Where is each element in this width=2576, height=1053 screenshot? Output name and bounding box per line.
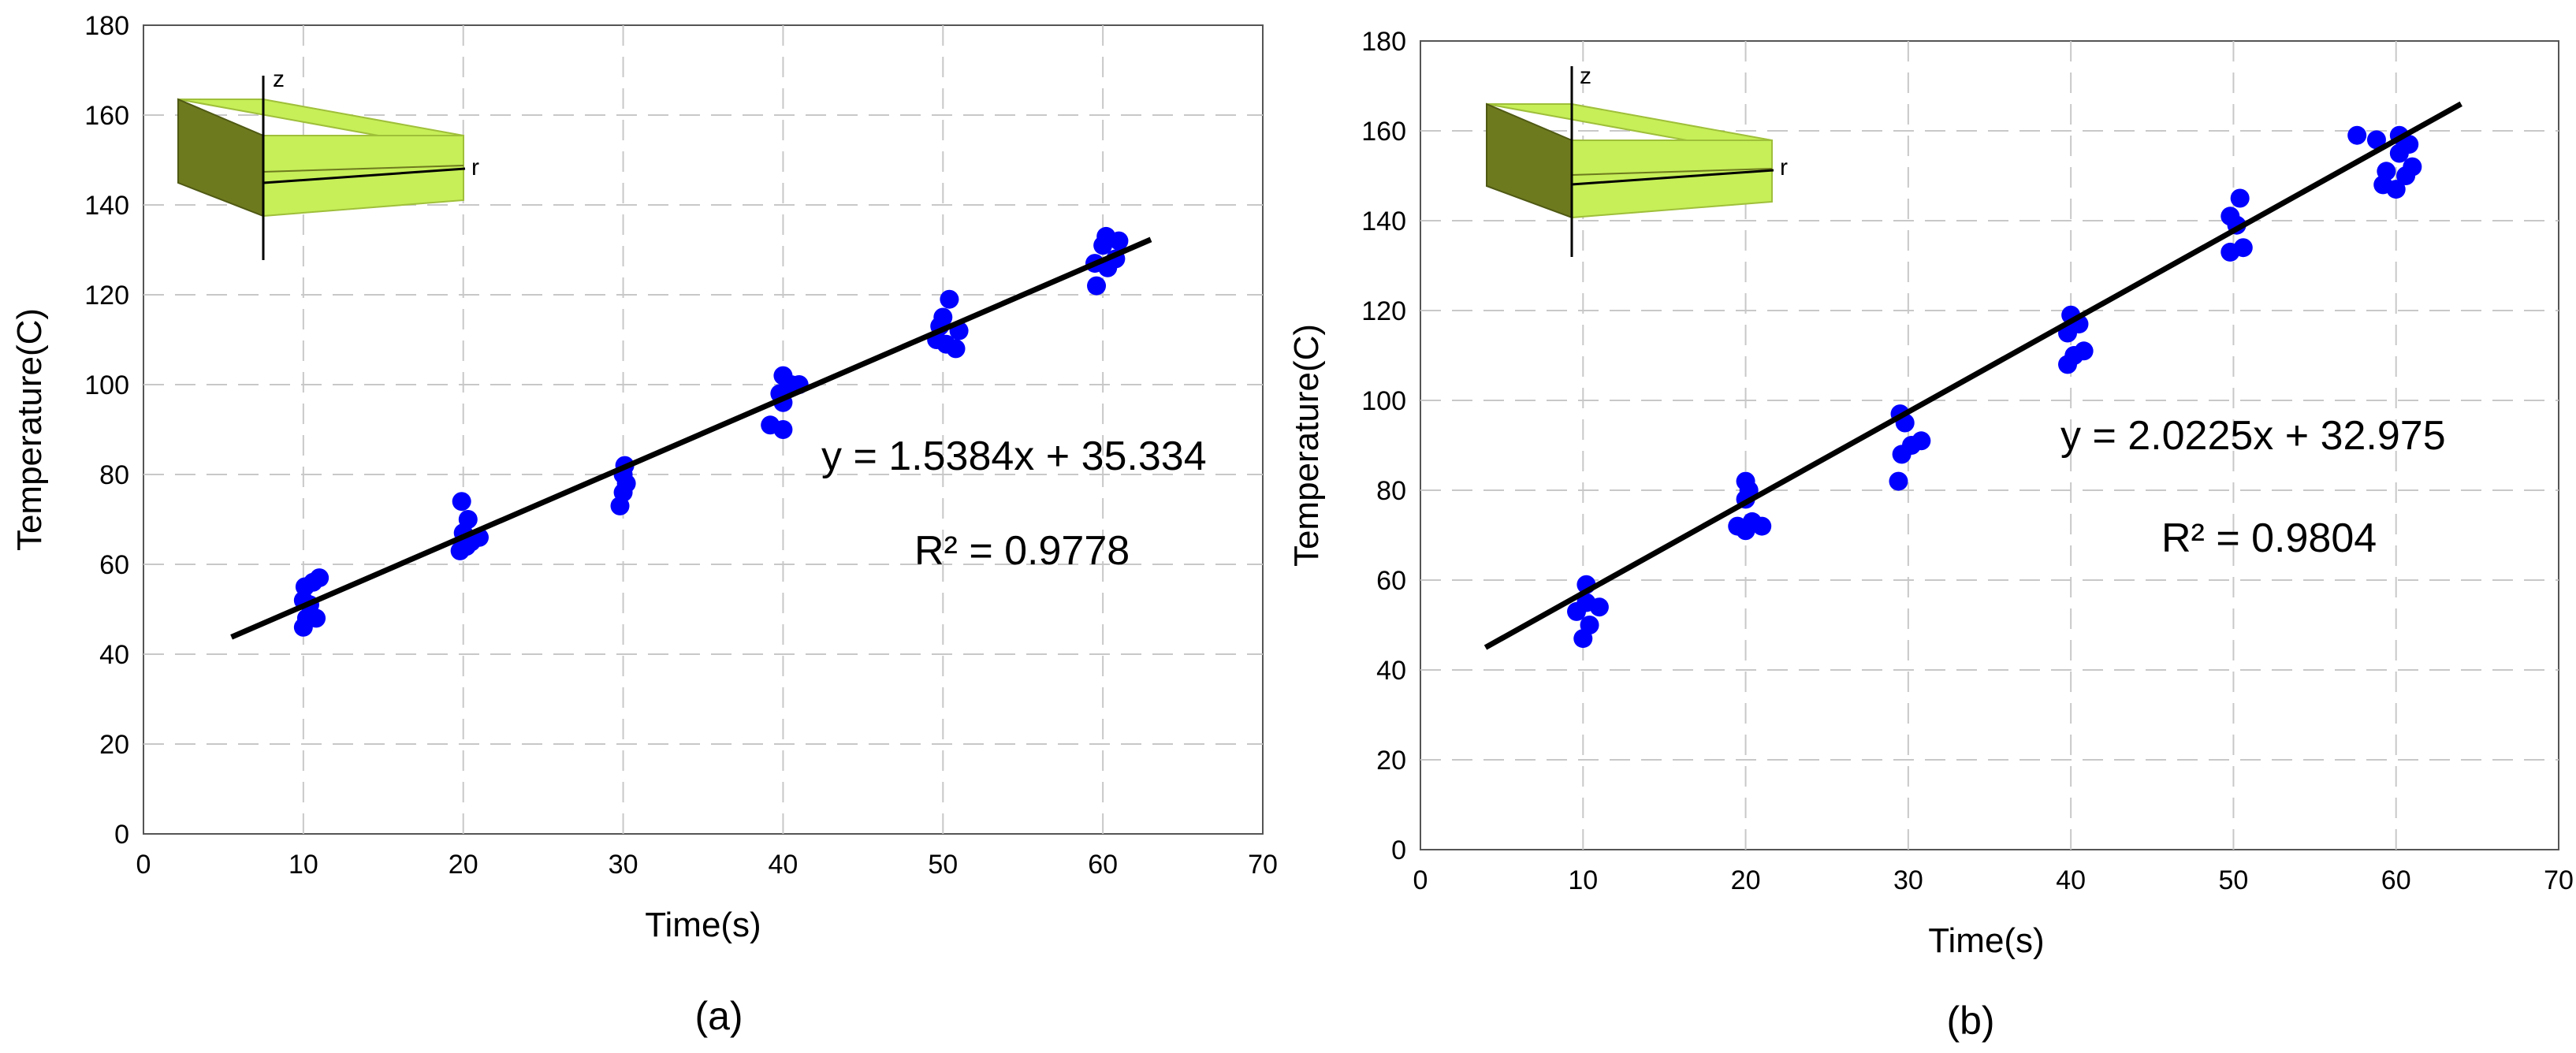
inset-r-axis-b	[1571, 169, 1774, 186]
x-axis-label-a: Time(s)	[645, 906, 761, 944]
y-tick-label: 20	[99, 730, 129, 760]
panel-label-b: (b)	[1946, 999, 1994, 1043]
data-point	[1912, 431, 1931, 451]
inset-side-face-a	[177, 98, 264, 218]
inset-z-label-b: z	[1580, 63, 1591, 89]
x-tick-label: 50	[928, 850, 958, 880]
inset-r-label-a: r	[471, 154, 479, 180]
y-axis-label-a: Temperature(C)	[10, 308, 49, 551]
r-squared-a: R² = 0.9778	[914, 528, 1130, 574]
x-tick-label: 0	[1413, 865, 1428, 895]
data-point	[452, 492, 471, 512]
data-point	[2220, 207, 2240, 226]
inset-diagram-a: z r	[177, 66, 479, 260]
y-tick-label: 120	[1361, 296, 1406, 326]
x-tick-label: 70	[2544, 865, 2574, 895]
data-point	[2377, 162, 2396, 181]
x-tick-label: 10	[288, 850, 318, 880]
x-tick-label: 70	[1248, 850, 1278, 880]
x-tick-label: 30	[609, 850, 638, 880]
y-tick-label: 0	[114, 820, 129, 850]
data-point	[2366, 130, 2386, 150]
inset-side-face-b	[1486, 102, 1573, 219]
y-tick-label: 80	[99, 460, 129, 490]
inset-z-label-a: z	[273, 66, 285, 92]
y-tick-label: 100	[1361, 386, 1406, 416]
scatter-points-b	[1567, 125, 2422, 649]
x-tick-label: 30	[1893, 865, 1923, 895]
x-axis-label-b: Time(s)	[1928, 921, 2044, 960]
data-point	[1096, 226, 1116, 246]
tick-labels-a: 0 10 20 30 40 50 60 70 0 20 40 60 80 100 120 140 160 180	[84, 11, 1278, 880]
panel-label-a: (a)	[694, 994, 743, 1038]
y-tick-label: 100	[84, 370, 129, 400]
x-tick-label: 60	[1088, 850, 1118, 880]
x-tick-label: 50	[2219, 865, 2249, 895]
data-point	[1752, 516, 1772, 536]
tick-labels-b: 0 10 20 30 40 50 60 70 0 20 40 60 80 100 120 140 160 180	[1361, 27, 2574, 895]
data-point	[2230, 188, 2250, 208]
x-tick-label: 10	[1568, 865, 1598, 895]
data-point	[1889, 471, 1908, 491]
fit-line-b	[1483, 101, 2462, 650]
inset-front-face-b	[1571, 140, 1773, 219]
equation-a: y = 1.5384x + 35.334	[821, 433, 1207, 479]
y-tick-label: 40	[1376, 656, 1406, 686]
data-point	[773, 420, 793, 439]
y-tick-label: 160	[84, 101, 129, 131]
y-tick-label: 140	[84, 191, 129, 221]
y-tick-label: 80	[1376, 476, 1406, 506]
equation-b: y = 2.0225x + 32.975	[2060, 413, 2446, 459]
x-tick-label: 20	[449, 850, 478, 880]
r-squared-b: R² = 0.9804	[2161, 515, 2377, 561]
data-point	[1580, 616, 1599, 634]
y-tick-label: 60	[99, 550, 129, 580]
fit-line-a	[230, 236, 1152, 640]
y-axis-label-b: Temperature(C)	[1287, 324, 1326, 567]
inset-stripe-a	[262, 165, 464, 173]
data-point	[933, 307, 953, 327]
y-tick-label: 160	[1361, 117, 1406, 147]
inset-stripe-b	[1571, 168, 1773, 176]
y-tick-label: 0	[1391, 835, 1406, 865]
data-point	[1589, 597, 1609, 617]
inset-r-label-b: r	[1780, 154, 1788, 180]
data-point	[940, 289, 959, 309]
y-tick-label: 180	[84, 11, 129, 41]
plot-frame-b	[1420, 40, 2559, 850]
data-point	[310, 568, 329, 588]
y-tick-label: 140	[1361, 207, 1406, 236]
x-tick-label: 60	[2381, 865, 2411, 895]
data-point	[2386, 180, 2406, 199]
y-tick-label: 60	[1376, 566, 1406, 596]
x-tick-label: 40	[769, 850, 798, 880]
panel-b: 0 10 20 30 40 50 60 70020406080100120140160180 …	[1287, 27, 2574, 1043]
y-tick-label: 120	[84, 281, 129, 311]
panel-a: 0 10 20 30 40 50 60 70020406080100120140160180 …	[10, 11, 1278, 1038]
plot-frame-a	[143, 24, 1264, 835]
x-tick-label: 0	[136, 850, 151, 880]
data-point	[946, 339, 966, 359]
data-point	[2233, 238, 2253, 258]
data-point	[2347, 125, 2367, 145]
x-tick-label: 20	[1731, 865, 1761, 895]
x-tick-label: 40	[2056, 865, 2086, 895]
data-point	[2074, 341, 2094, 361]
y-tick-label: 180	[1361, 27, 1406, 57]
y-tick-label: 40	[99, 640, 129, 670]
inset-r-axis-a	[262, 167, 466, 184]
y-tick-label: 20	[1376, 746, 1406, 776]
data-point	[1736, 471, 1755, 491]
data-point	[1087, 276, 1107, 296]
data-point	[458, 510, 478, 529]
data-point	[773, 366, 793, 385]
inset-diagram-b: z r	[1486, 63, 1788, 257]
data-point	[2403, 157, 2422, 177]
